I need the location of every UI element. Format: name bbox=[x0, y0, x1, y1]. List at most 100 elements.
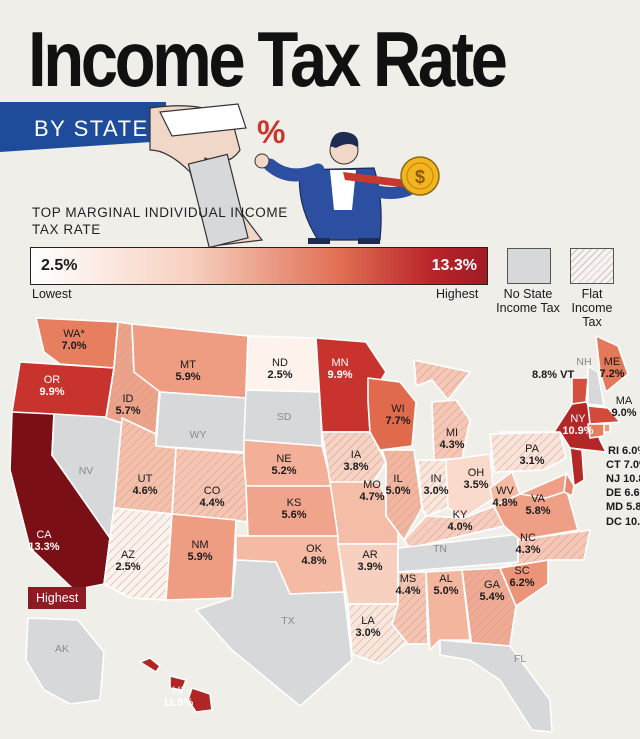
state-label-ut: UT bbox=[138, 473, 153, 485]
state-label-nm: NM bbox=[191, 539, 208, 551]
state-rate-mi: 4.3% bbox=[439, 439, 464, 451]
state-rate-al: 5.0% bbox=[433, 585, 458, 597]
state-rate-or: 9.9% bbox=[39, 386, 64, 398]
state-label-or: OR bbox=[44, 374, 61, 386]
state-in-flat-hatch bbox=[417, 459, 449, 517]
state-rate-la: 3.0% bbox=[355, 627, 380, 639]
percent-sign-icon: % bbox=[257, 114, 285, 150]
state-rate-wi: 7.7% bbox=[385, 415, 410, 427]
state-rate-wv: 4.8% bbox=[492, 497, 517, 509]
state-ma bbox=[587, 405, 621, 425]
highest-caption: Highest bbox=[436, 287, 479, 301]
scale-max-label: 13.3% bbox=[431, 257, 477, 274]
state-label-la: LA bbox=[361, 615, 375, 627]
state-rate-ks: 5.6% bbox=[281, 509, 306, 521]
state-hi bbox=[139, 657, 161, 673]
state-rate-ar: 3.9% bbox=[357, 561, 382, 573]
state-oh bbox=[445, 453, 495, 519]
side-label-nh: NH bbox=[576, 356, 591, 368]
state-label-me: ME bbox=[604, 356, 621, 368]
state-me bbox=[595, 335, 629, 393]
state-rate-wa: 7.0% bbox=[61, 340, 86, 352]
state-label-tn: TN bbox=[433, 543, 447, 555]
state-ri bbox=[603, 423, 611, 433]
state-label-tx: TX bbox=[281, 615, 294, 627]
state-rate-mt: 5.9% bbox=[175, 371, 200, 383]
state-label-oh: OH bbox=[468, 467, 485, 479]
state-label-wa: WA* bbox=[63, 328, 85, 340]
state-rate-ca: 13.3% bbox=[28, 541, 59, 553]
state-label-sc: SC bbox=[514, 565, 529, 577]
state-wv bbox=[489, 471, 521, 507]
side-label-md: MD 5.8% bbox=[606, 501, 640, 513]
state-label-il: IL bbox=[393, 473, 402, 485]
state-rate-ga: 5.4% bbox=[479, 591, 504, 603]
state-rate-oh: 3.5% bbox=[463, 479, 488, 491]
state-vt bbox=[571, 377, 589, 405]
state-hi bbox=[187, 687, 213, 713]
state-label-az: AZ bbox=[121, 549, 135, 561]
state-label-ny: NY bbox=[570, 413, 586, 425]
state-label-mi: MI bbox=[446, 427, 458, 439]
state-label-ks: KS bbox=[287, 497, 302, 509]
state-rate-me: 7.2% bbox=[599, 368, 624, 380]
state-label-sd: SD bbox=[277, 411, 292, 423]
state-ga-flat-hatch bbox=[461, 567, 517, 649]
state-label-hi: HI bbox=[173, 685, 184, 697]
state-rate-hi: 11.0% bbox=[163, 697, 194, 709]
state-label-ia: IA bbox=[351, 449, 362, 461]
gold-dollar-coin-icon: $ bbox=[400, 156, 440, 196]
state-rate-va: 5.8% bbox=[525, 505, 550, 517]
state-label-nd: ND bbox=[272, 357, 288, 369]
state-ct bbox=[587, 423, 605, 439]
state-rate-nc: 4.3% bbox=[515, 544, 540, 556]
state-label-ca: CA bbox=[36, 529, 52, 541]
state-rate-ia: 3.8% bbox=[343, 461, 368, 473]
state-rate-mn: 9.9% bbox=[327, 369, 352, 381]
rate-color-scale: 2.5% 13.3% bbox=[30, 247, 488, 285]
flat-tax-caption: Flat Income Tax bbox=[571, 287, 613, 329]
state-rate-mo: 4.7% bbox=[359, 491, 384, 503]
state-label-wy: WY bbox=[190, 429, 207, 441]
state-label-in: IN bbox=[431, 473, 442, 485]
side-label-ri: RI 6.0% bbox=[608, 445, 640, 457]
state-rate-co: 4.4% bbox=[199, 497, 224, 509]
state-rate-ma: 9.0% bbox=[611, 407, 636, 419]
state-label-ne: NE bbox=[276, 453, 291, 465]
state-rate-sc: 6.2% bbox=[509, 577, 534, 589]
state-rate-az: 2.5% bbox=[115, 561, 140, 573]
state-rate-ut: 4.6% bbox=[132, 485, 157, 497]
state-label-mt: MT bbox=[180, 359, 196, 371]
state-ny bbox=[499, 399, 607, 453]
state-ak bbox=[25, 617, 105, 705]
state-rate-ms: 4.4% bbox=[395, 585, 420, 597]
ribbon-label: BY STATE bbox=[34, 116, 149, 141]
state-wi bbox=[367, 377, 417, 451]
state-tx bbox=[195, 559, 353, 707]
state-label-nc: NC bbox=[520, 532, 536, 544]
hand-ballot-icon bbox=[149, 103, 264, 249]
lowest-caption: Lowest bbox=[32, 287, 72, 301]
state-md bbox=[519, 473, 567, 499]
state-rate-il: 5.0% bbox=[385, 485, 410, 497]
state-rate-nm: 5.9% bbox=[187, 551, 212, 563]
scale-min-label: 2.5% bbox=[41, 257, 78, 274]
state-label-id: ID bbox=[123, 393, 134, 405]
state-az-flat-hatch bbox=[103, 507, 173, 601]
state-label-ky: KY bbox=[453, 509, 468, 521]
state-label-ok: OK bbox=[306, 543, 323, 555]
side-label-de: DE 6.6% bbox=[606, 487, 640, 499]
state-label-wi: WI bbox=[391, 403, 404, 415]
state-label-mo: MO bbox=[363, 479, 381, 491]
state-label-al: AL bbox=[439, 573, 452, 585]
state-rate-ne: 5.2% bbox=[271, 465, 296, 477]
svg-text:$: $ bbox=[415, 167, 425, 187]
hero-illustration: % $ bbox=[149, 103, 440, 249]
state-label-mn: MN bbox=[331, 357, 348, 369]
state-al bbox=[425, 569, 471, 651]
state-label-ar: AR bbox=[362, 549, 377, 561]
state-mi-flat-hatch bbox=[413, 359, 471, 401]
side-label-nj: NJ 10.8% bbox=[606, 473, 640, 485]
state-label-wv: WV bbox=[496, 485, 514, 497]
state-fl bbox=[439, 639, 553, 733]
